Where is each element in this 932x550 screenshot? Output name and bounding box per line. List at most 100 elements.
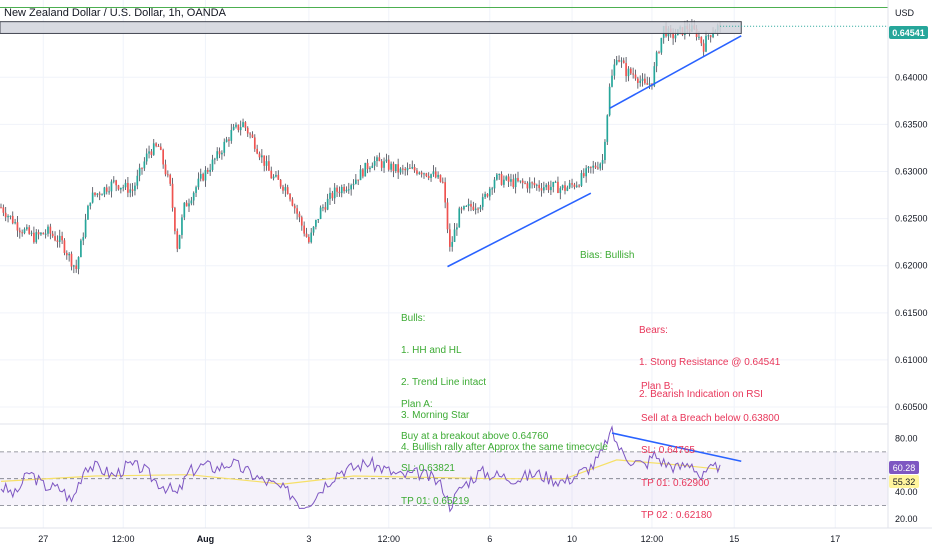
- trend-line[interactable]: [447, 192, 592, 268]
- candle-up: [592, 165, 595, 168]
- candle-down: [131, 189, 134, 191]
- candle-down: [700, 36, 703, 44]
- candle-down: [590, 166, 592, 168]
- price-tick-label: 0.61000: [895, 355, 928, 365]
- rsi-pane: [0, 425, 888, 513]
- candle-up: [406, 167, 409, 171]
- candle-up: [40, 232, 42, 235]
- candle-down: [16, 222, 19, 231]
- candle-down: [286, 187, 289, 195]
- rsi-value-badge-label: 60.28: [893, 463, 916, 473]
- candle-down: [540, 188, 543, 191]
- candle-down: [547, 184, 550, 191]
- candle-down: [336, 187, 338, 192]
- candle-down: [159, 146, 162, 150]
- candle-up: [181, 217, 183, 235]
- candle-down: [246, 127, 249, 134]
- candle-down: [366, 162, 369, 170]
- trend-line[interactable]: [609, 35, 742, 110]
- candle-up: [223, 141, 226, 153]
- candle-up: [559, 188, 562, 193]
- candle-up: [329, 192, 331, 199]
- candle-down: [702, 43, 705, 52]
- chart-overlays: [0, 7, 888, 268]
- candle-down: [460, 208, 463, 210]
- candle-down: [500, 173, 503, 185]
- candle-down: [709, 35, 712, 38]
- rsi-tick-label: 20.00: [895, 514, 918, 524]
- time-tick-label: 12:00: [377, 534, 400, 544]
- candle-down: [392, 163, 395, 172]
- candle-up: [148, 151, 150, 154]
- plan-a-line: SL: 0.63821: [401, 463, 455, 475]
- candle-down: [0, 207, 2, 209]
- currency-label: USD: [895, 8, 915, 18]
- candle-up: [653, 66, 656, 86]
- candle-down: [237, 124, 240, 131]
- candle-up: [110, 181, 113, 192]
- candle-up: [599, 163, 602, 169]
- candle-down: [409, 167, 411, 169]
- candle-up: [44, 233, 47, 235]
- price-axis[interactable]: 0.64000 0.63500 0.63000 0.62500 0.62000 0.615…: [895, 72, 928, 412]
- last-price-badge-bg: [889, 26, 928, 39]
- candle-up: [481, 197, 484, 207]
- bulls-line: 4. Bullish rally after Approx the same t…: [401, 442, 608, 454]
- candle-up: [712, 33, 714, 38]
- candle-down: [397, 164, 399, 173]
- bears-line: 2. Bearish Indication on RSI: [639, 389, 763, 401]
- candle-up: [575, 185, 578, 187]
- candle-down: [164, 164, 167, 175]
- candle-up: [432, 171, 435, 175]
- symbol-title[interactable]: New Zealand Dollar / U.S. Dollar, 1h, OA…: [4, 7, 227, 19]
- candle-down: [425, 173, 428, 177]
- candle-up: [101, 194, 103, 196]
- candle-up: [458, 208, 461, 228]
- time-tick-label: 17: [830, 534, 840, 544]
- candle-up: [347, 189, 350, 191]
- candle-down: [63, 240, 66, 253]
- candle-up: [129, 189, 132, 193]
- candle-up: [359, 169, 362, 181]
- candle-down: [291, 199, 294, 206]
- plan-b-line: Plan B:: [641, 380, 674, 392]
- candle-up: [58, 235, 61, 242]
- candle-down: [117, 185, 120, 190]
- rsi-trend-line[interactable]: [611, 432, 742, 463]
- candle-down: [293, 205, 296, 209]
- candle-down: [533, 182, 536, 186]
- candle-down: [531, 182, 533, 184]
- time-axis[interactable]: 27 12:00 Aug 3 12:00 6 10 12:00 15 17: [38, 534, 840, 544]
- candle-up: [674, 35, 677, 39]
- candle-down: [115, 180, 117, 186]
- candle-down: [526, 183, 529, 189]
- resistance-zone[interactable]: [0, 21, 742, 34]
- candle-down: [441, 181, 444, 183]
- last-price-badge: 0.64541: [889, 26, 928, 39]
- plan-b-line: TP 02 : 0.62180: [641, 510, 712, 522]
- candle-down: [644, 78, 646, 84]
- candle-up: [190, 200, 193, 204]
- candle-up: [552, 181, 555, 187]
- candle-down: [279, 179, 282, 187]
- candle-up: [505, 176, 508, 180]
- price-tick-label: 0.64000: [895, 72, 928, 82]
- candle-down: [444, 182, 446, 203]
- candle-up: [322, 207, 324, 209]
- candle-up: [188, 203, 190, 207]
- candle-down: [378, 157, 381, 162]
- candle-up: [326, 198, 329, 210]
- candle-down: [258, 153, 261, 158]
- candle-down: [622, 60, 625, 64]
- candle-down: [54, 236, 56, 241]
- candle-down: [472, 206, 475, 210]
- candle-up: [345, 189, 348, 192]
- candle-up: [7, 216, 9, 218]
- rsi-axis[interactable]: 80.00 40.00 20.00: [895, 433, 918, 524]
- candle-down: [402, 168, 404, 170]
- candle-up: [84, 219, 87, 238]
- candle-down: [162, 149, 164, 165]
- time-tick-label: 12:00: [112, 534, 135, 544]
- candle-down: [282, 186, 284, 191]
